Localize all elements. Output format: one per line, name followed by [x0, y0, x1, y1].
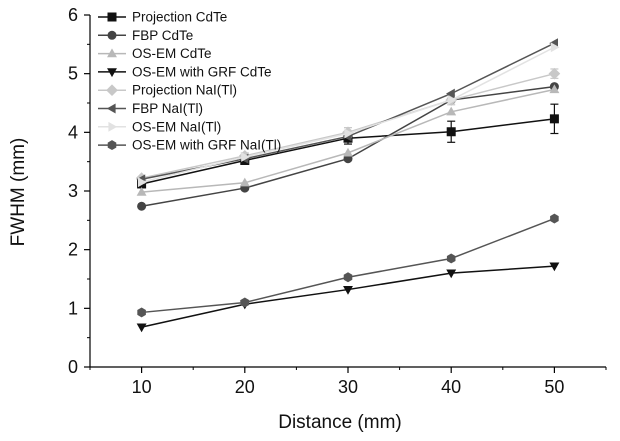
point-marker [344, 128, 354, 139]
point-marker [548, 67, 561, 80]
point-marker [241, 152, 250, 162]
legend-item-3: OS-EM CdTe [98, 46, 212, 61]
point-marker [446, 88, 455, 99]
y-tick-label: 3 [68, 181, 78, 201]
y-tick-label: 0 [68, 357, 78, 377]
x-tick-label: 20 [235, 377, 255, 397]
legend-label: FBP CdTe [132, 28, 193, 43]
legend-label: OS-EM NaI(Tl) [132, 119, 221, 134]
x-tick-label: 40 [441, 377, 461, 397]
x-tick-label: 50 [544, 377, 564, 397]
point-marker [107, 68, 117, 78]
x-tick-label: 30 [338, 377, 358, 397]
point-marker [343, 154, 353, 164]
point-marker [107, 48, 117, 58]
point-marker [106, 84, 118, 97]
point-marker [240, 297, 250, 308]
point-marker [549, 262, 560, 272]
point-marker [107, 12, 117, 22]
series-3 [136, 84, 560, 196]
point-marker [549, 114, 559, 124]
point-marker [447, 95, 457, 106]
point-marker [343, 285, 353, 295]
legend-label: OS-EM with GRF NaI(Tl) [132, 138, 281, 153]
x-axis-label: Distance (mm) [278, 412, 402, 433]
point-marker [446, 269, 457, 279]
point-marker [136, 323, 147, 333]
series-line [141, 217, 555, 314]
x-tick-label: 10 [132, 377, 152, 397]
point-marker [136, 186, 147, 196]
legend-item-4: OS-EM with GRF CdTe [98, 64, 272, 79]
point-marker [446, 106, 457, 116]
legend-item-2: FBP CdTe [98, 28, 193, 43]
axes: 0 1 2 3 4 5 6 10 20 30 40 50 [68, 5, 607, 397]
legend-label: FBP NaI(Tl) [132, 101, 203, 116]
legend-label: OS-EM with GRF CdTe [132, 64, 272, 79]
point-marker [550, 42, 560, 53]
point-marker [108, 121, 118, 132]
series-8 [137, 213, 559, 318]
point-marker [107, 140, 117, 151]
y-tick-label: 6 [68, 5, 78, 25]
legend-item-8: OS-EM with GRF NaI(Tl) [98, 138, 281, 153]
y-axis-label: FWHM (mm) [8, 138, 29, 247]
legend-label: Projection CdTe [132, 10, 227, 25]
series-layer [135, 38, 561, 333]
legend-label: OS-EM CdTe [132, 46, 212, 61]
point-marker [343, 272, 353, 283]
point-marker [446, 253, 456, 264]
point-marker [343, 147, 353, 157]
legend-item-5: Projection NaI(Tl) [98, 83, 237, 98]
legend: Projection CdTe FBP CdTe OS-EM CdTe OS-EM w… [98, 10, 281, 153]
point-marker [549, 84, 560, 94]
point-marker [106, 103, 116, 114]
legend-item-1: Projection CdTe [98, 10, 227, 25]
series-7 [138, 42, 560, 188]
point-marker [550, 213, 559, 224]
y-tick-label: 5 [68, 64, 78, 84]
legend-label: Projection NaI(Tl) [132, 83, 237, 98]
legend-item-6: FBP NaI(Tl) [98, 101, 203, 116]
y-tick-label: 2 [68, 240, 78, 260]
legend-item-7: OS-EM NaI(Tl) [98, 119, 221, 134]
point-marker [446, 127, 456, 137]
point-marker [137, 201, 147, 211]
point-marker [138, 177, 147, 188]
y-tick-label: 1 [68, 298, 78, 318]
point-marker [239, 177, 250, 187]
y-tick-label: 4 [68, 122, 78, 142]
point-marker [107, 30, 117, 40]
point-marker [137, 307, 146, 318]
